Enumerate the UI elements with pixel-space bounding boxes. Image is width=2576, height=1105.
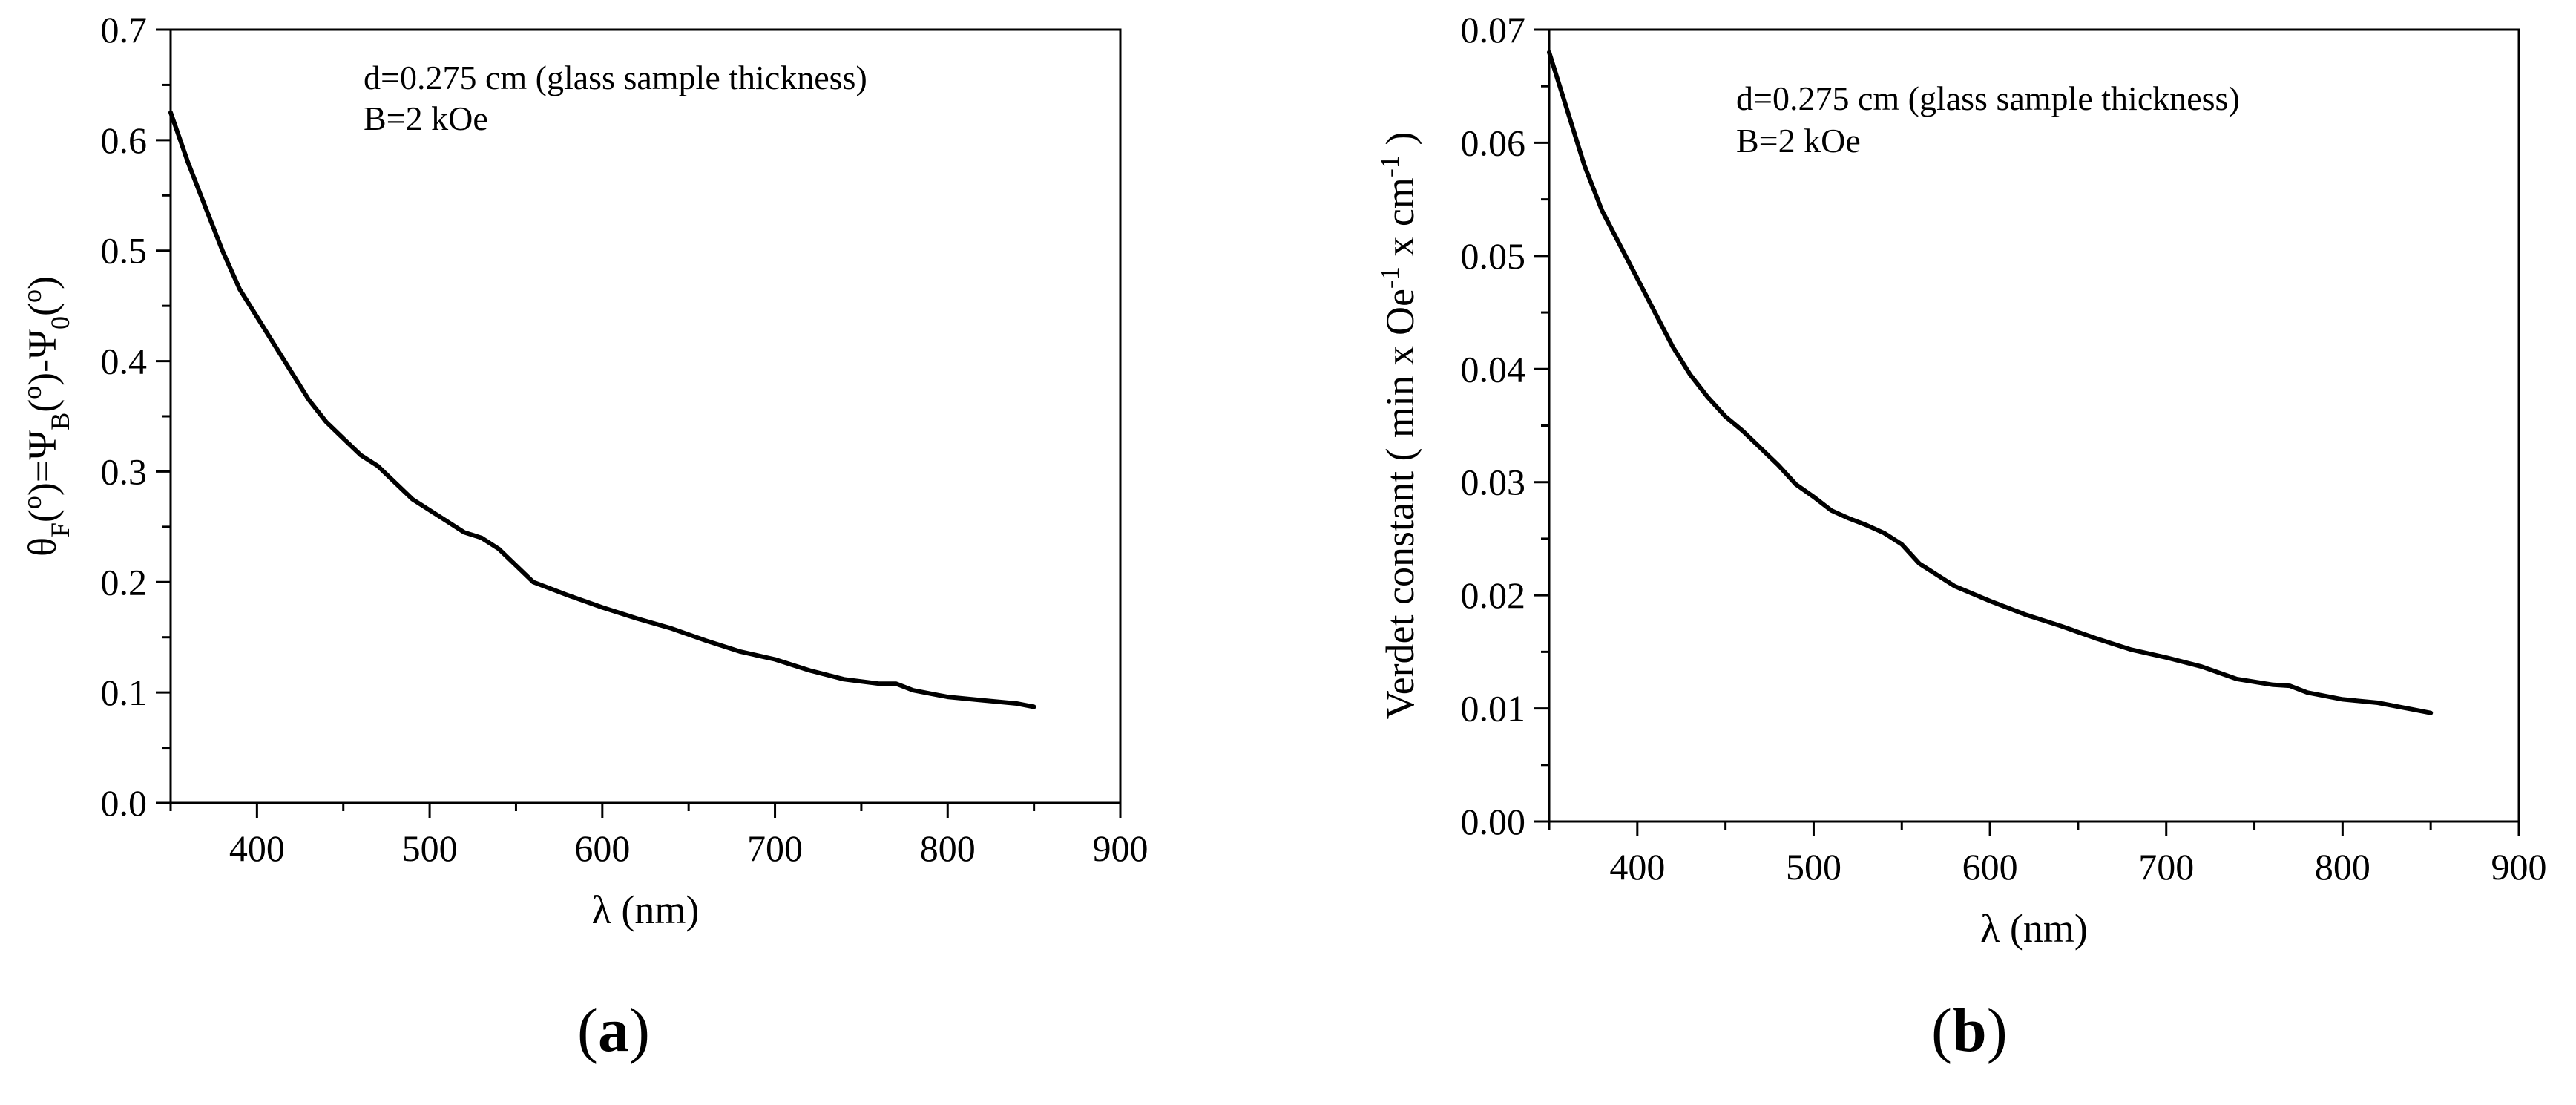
y-axis-label-part: F	[45, 522, 75, 537]
x-tick-label: 600	[1962, 846, 2018, 888]
x-tick-label: 400	[1609, 846, 1665, 888]
chart-annotation: d=0.275 cm (glass sample thickness)	[1736, 79, 2240, 117]
y-axis-label-part: (	[20, 303, 65, 316]
y-tick-label: 0.05	[1461, 235, 1526, 277]
x-tick-label: 500	[402, 827, 458, 869]
chart-panel-a: 400 500 600 700 800 900 0.0 0.1 0.2 0.3 0.4 0.5 0.6 0…	[17, 9, 1149, 932]
x-tick-label: 700	[747, 827, 803, 869]
panel-label-a-letter: a	[597, 996, 629, 1065]
chart-annotation: d=0.275 cm (glass sample thickness)	[364, 59, 867, 96]
y-tick-label: 0.01	[1461, 688, 1526, 729]
y-tick-label: 0.03	[1461, 462, 1526, 503]
y-tick-label: 0.04	[1461, 348, 1526, 390]
x-tick-label: 400	[229, 827, 285, 869]
y-tick-label: 0.02	[1461, 574, 1526, 616]
panel-label-b: (b)	[1931, 996, 2008, 1065]
y-axis-label-part: )-Ψ	[20, 329, 65, 386]
panel-label-b-letter: b	[1951, 996, 1987, 1065]
y-axis-label: Verdet constant ( min x Oe-1 x cm-1 )	[1375, 132, 1422, 720]
panel-label-a: (a)	[577, 996, 650, 1065]
y-axis-label-part: )	[20, 276, 65, 289]
y-tick-label: 0.7	[101, 9, 148, 50]
y-tick-label: 0.1	[101, 672, 148, 713]
y-axis-label-part: o	[17, 289, 47, 303]
y-axis-label-part: -1	[1375, 155, 1404, 177]
x-tick-label: 700	[2138, 846, 2194, 888]
y-tick-label: 0.2	[101, 561, 148, 603]
y-axis-label-part: x cm	[1378, 177, 1422, 266]
x-tick-label: 800	[2315, 846, 2370, 888]
x-tick-label: 600	[574, 827, 630, 869]
y-tick-label: 0.0	[101, 782, 148, 824]
chart-annotation: B=2 kOe	[1736, 122, 1861, 160]
y-tick-label: 0.3	[101, 450, 148, 492]
y-tick-label: 0.4	[101, 341, 148, 382]
x-axis-label: λ (nm)	[592, 888, 700, 932]
y-axis-label-part: θ	[20, 537, 65, 557]
y-axis-label-part: o	[17, 496, 47, 509]
y-axis-label-part: -1	[1375, 266, 1404, 289]
y-axis-label-part: Verdet constant ( min x Oe	[1378, 289, 1422, 719]
y-axis-label-part: (	[20, 399, 65, 413]
chart-panel-b: 400 500 600 700 800 900 0.00 0.01 0.02 0.03 0.04 0.…	[1375, 9, 2547, 951]
x-tick-label: 900	[2491, 846, 2547, 888]
y-tick-label: 0.07	[1461, 9, 1526, 50]
y-tick-label: 0.6	[101, 119, 148, 161]
x-tick-label: 900	[1093, 827, 1149, 869]
y-tick-label: 0.5	[101, 230, 148, 272]
y-tick-label: 0.06	[1461, 122, 1526, 163]
series-line-theta_F	[168, 110, 1036, 709]
y-tick-label: 0.00	[1461, 801, 1526, 842]
y-axis-label-part: )=Ψ	[20, 430, 65, 496]
y-axis-label-part: )	[1378, 132, 1422, 155]
y-axis-label: θF(o)=ΨB(o)-Ψ0(o)	[17, 276, 75, 557]
y-axis-label-part: (	[20, 509, 65, 522]
y-axis-label-part: 0	[45, 316, 75, 329]
y-axis-label-part: o	[17, 386, 47, 399]
y-axis-label-part: B	[45, 413, 75, 430]
plot-frame	[169, 28, 1122, 804]
series-line-verdet_constant	[1547, 50, 2434, 715]
x-tick-label: 500	[1786, 846, 1841, 888]
chart-annotation: B=2 kOe	[364, 99, 488, 137]
x-axis-label: λ (nm)	[1980, 906, 2088, 951]
x-tick-label: 800	[920, 827, 976, 869]
